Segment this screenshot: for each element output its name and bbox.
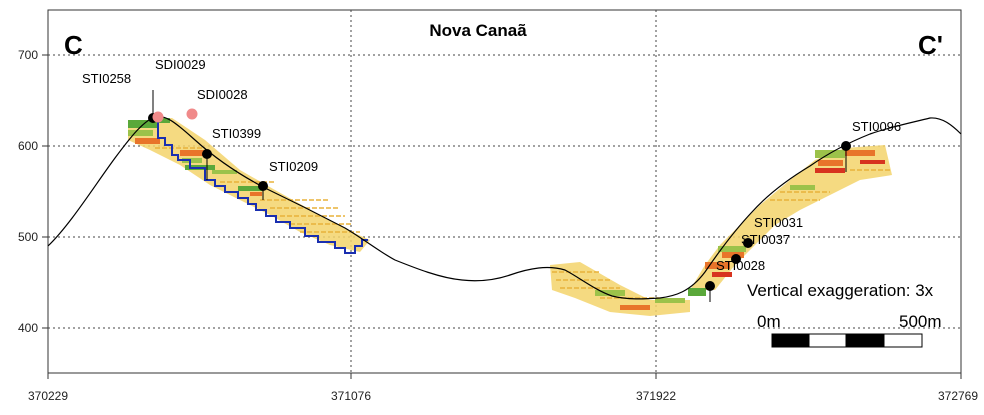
- y-tick-600: 600: [18, 139, 38, 153]
- pit-outline: [152, 117, 368, 254]
- collar-sti0031: [743, 238, 753, 248]
- collar-sti0209: [258, 181, 268, 191]
- x-tick-370229: 370229: [28, 389, 68, 403]
- collar-sti0096: [841, 141, 851, 151]
- drillhole-collars: [148, 108, 851, 291]
- collar-sdi0028: [186, 108, 198, 120]
- label-sdi0029: SDI0029: [155, 57, 206, 72]
- x-tick-372769: 372769: [938, 389, 978, 403]
- grid: [48, 10, 961, 373]
- topography-line: [47, 116, 962, 300]
- axis-ticks: [42, 54, 962, 379]
- label-sti0037: STI0037: [741, 232, 790, 247]
- scale-bar-end-label: 500m: [899, 312, 942, 331]
- label-sti0399: STI0399: [212, 126, 261, 141]
- collar-sti0028: [705, 281, 715, 291]
- label-sti0028: STI0028: [716, 258, 765, 273]
- section-start-label: C: [64, 30, 83, 60]
- block-model-right: [550, 145, 892, 316]
- section-end-label: C': [918, 30, 943, 60]
- scale-bar: [771, 333, 923, 348]
- plot-frame: [47, 9, 962, 374]
- label-sti0031: STI0031: [754, 215, 803, 230]
- label-sti0096: STI0096: [852, 119, 901, 134]
- scale-bar-start-label: 0m: [757, 312, 781, 331]
- y-tick-700: 700: [18, 48, 38, 62]
- collar-sdi0029: [152, 111, 164, 123]
- y-tick-500: 500: [18, 230, 38, 244]
- y-tick-400: 400: [18, 321, 38, 335]
- x-tick-371922: 371922: [636, 389, 676, 403]
- section-title: Nova Canaã: [429, 21, 527, 40]
- collar-sti0037: [731, 254, 741, 264]
- label-sdi0028: SDI0028: [197, 87, 248, 102]
- label-sti0209: STI0209: [269, 159, 318, 174]
- vertical-exaggeration-note: Vertical exaggeration: 3x: [747, 281, 934, 300]
- label-sti0258: STI0258: [82, 71, 131, 86]
- x-tick-371076: 371076: [331, 389, 371, 403]
- collar-sti0399: [202, 149, 212, 159]
